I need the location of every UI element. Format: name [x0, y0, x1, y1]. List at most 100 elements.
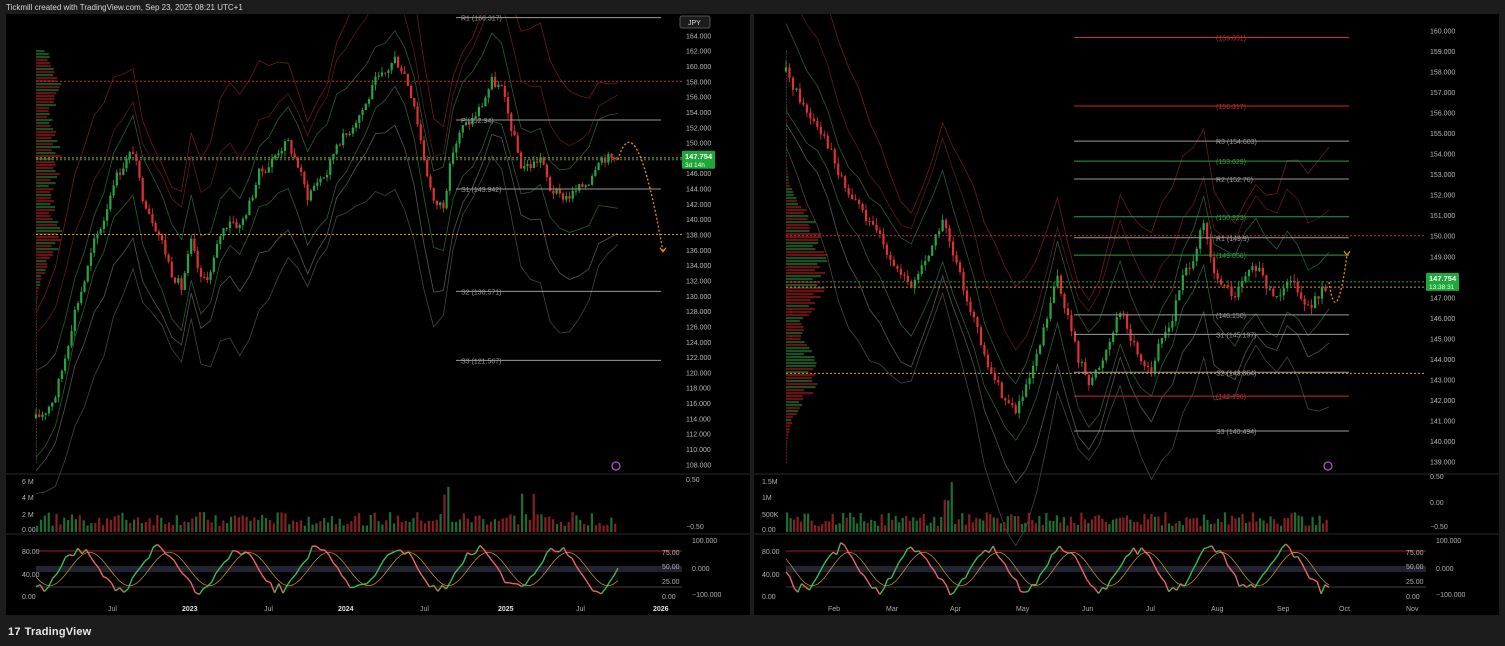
oscillator-line: [471, 552, 476, 556]
oscillator-line: [1258, 574, 1264, 582]
volume-bar: [253, 517, 256, 532]
oscillator-line: [953, 585, 959, 593]
volume-bar: [831, 513, 834, 532]
candle-body: [513, 130, 516, 136]
projection-path: [617, 141, 664, 252]
daily-chart-panel[interactable]: (159.651) (156.317) R3 (154.603) (153.629) R…: [754, 0, 1499, 615]
oscillator-right-axis-label: 25.00: [1406, 579, 1424, 586]
candle-body: [316, 182, 319, 186]
candle-body: [555, 189, 558, 194]
price-tick: 151.000: [1430, 213, 1455, 220]
price-tick: 144.000: [686, 187, 711, 194]
candle-body: [1233, 296, 1237, 298]
volume-bar: [996, 518, 999, 532]
oscillator-line: [824, 556, 830, 563]
oscillator-line: [1285, 543, 1291, 549]
volume-profile-bar: [786, 398, 804, 401]
volume-profile-bar: [786, 164, 787, 167]
volume-bar: [458, 519, 462, 532]
oscillator-line: [81, 548, 87, 555]
volume-profile-bar: [36, 266, 48, 269]
volume-bar: [486, 524, 489, 532]
oscillator-line: [949, 591, 955, 596]
volume-bar: [606, 525, 609, 532]
volume-bar: [583, 524, 586, 532]
oscillator-line: [808, 582, 814, 591]
volume-bar: [230, 516, 233, 532]
pivot-label: S3 (121.567): [461, 358, 501, 365]
time-axis-label: Jul: [1146, 606, 1155, 613]
oscillator-line: [282, 584, 288, 594]
volume-bar: [1139, 524, 1143, 532]
oscillator-line: [182, 573, 188, 578]
candle-body: [1049, 302, 1052, 319]
tradingview-marker-icon: [611, 461, 621, 471]
oscillator-line: [816, 568, 822, 578]
oscillator-line: [433, 584, 439, 592]
time-axis-label: Jul: [420, 606, 429, 613]
weekly-chart-svg[interactable]: R1 (166.317) P (152.94) S1 (143.942) S2 (13…: [6, 0, 750, 615]
oscillator-line: [140, 560, 146, 568]
candle-body: [826, 135, 829, 149]
price-tick: 152.000: [686, 125, 711, 132]
volume-bar: [1209, 523, 1213, 532]
candle-body: [607, 153, 610, 163]
candle-body: [1066, 308, 1070, 315]
oscillator-line: [190, 582, 196, 593]
oscillator-line: [910, 546, 916, 553]
candle-body: [1153, 360, 1157, 372]
volume-bar: [133, 519, 136, 532]
volume-bar: [1171, 525, 1174, 532]
volume-bar: [412, 517, 415, 532]
daily-chart-svg[interactable]: (159.651) (156.317) R3 (154.603) (153.629) R…: [754, 0, 1499, 615]
oscillator-line: [613, 567, 619, 577]
volume-profile-bar: [786, 116, 787, 119]
volume-bar: [1020, 523, 1023, 532]
volume-profile-bar: [786, 206, 802, 209]
tradingview-logo[interactable]: 17 TradingView: [8, 626, 91, 638]
volume-bar: [288, 524, 291, 532]
volume-profile-bar: [36, 422, 37, 425]
volume-bar: [431, 520, 434, 532]
oscillator-line: [1207, 545, 1213, 549]
candle-body: [805, 104, 808, 113]
volume-bar: [793, 519, 796, 532]
candle-body: [232, 221, 235, 223]
candle-body: [141, 177, 144, 202]
oscillator-line: [1312, 578, 1318, 583]
volume-bar: [1104, 521, 1107, 532]
oscillator-line: [316, 545, 322, 551]
candle-body: [906, 275, 909, 282]
oscillator-line: [1039, 569, 1045, 576]
candle-body: [885, 244, 889, 255]
volume-axis-label: 1.5M: [762, 479, 778, 486]
oscillator-line: [941, 578, 947, 586]
band-line: [785, 123, 1330, 484]
volume-bar: [1195, 517, 1199, 532]
volume-bar: [912, 517, 915, 532]
band-line: [35, 29, 619, 371]
oscillator-line: [1265, 564, 1271, 572]
volume-bar: [898, 522, 901, 532]
volume-bar: [1122, 517, 1125, 532]
volume-profile-bar: [36, 218, 53, 221]
volume-profile-bar: [786, 242, 819, 245]
candle-body: [503, 86, 506, 98]
volume-bar: [424, 523, 427, 532]
oscillator-line: [1156, 570, 1162, 578]
oscillator-line: [812, 576, 818, 584]
price-tick: 108.000: [686, 462, 711, 469]
price-tick: 158.000: [1430, 69, 1455, 76]
weekly-chart-panel[interactable]: R1 (166.317) P (152.94) S1 (143.942) S2 (13…: [6, 0, 750, 615]
candle-body: [348, 133, 351, 136]
volume-profile-bar: [786, 446, 787, 449]
volume-profile-bar: [786, 311, 812, 314]
candle-body: [962, 272, 965, 291]
volume-profile-bar: [786, 389, 805, 392]
candle-body: [536, 161, 539, 163]
candle-body: [983, 344, 986, 355]
volume-bar: [167, 522, 171, 532]
volume-bar: [1251, 512, 1255, 532]
oscillator-line: [609, 575, 615, 583]
volume-profile-bar: [786, 416, 793, 419]
